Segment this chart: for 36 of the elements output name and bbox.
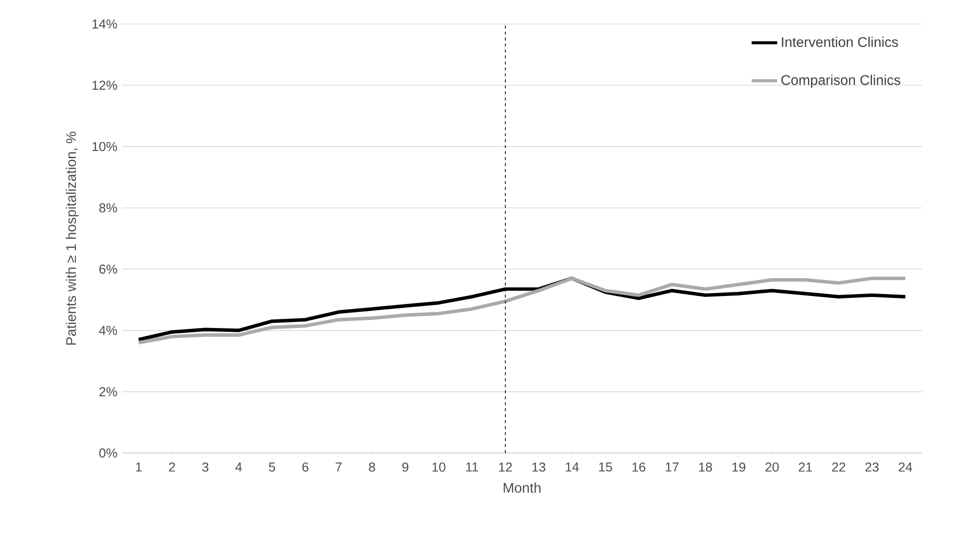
x-tick-label: 24 [898, 462, 912, 472]
x-tick-label: 1 [136, 462, 142, 472]
x-tick-label: 6 [302, 462, 308, 472]
x-tick-label: 7 [336, 462, 342, 472]
x-tick-label: 14 [566, 462, 579, 472]
x-tick-label: 8 [368, 462, 376, 472]
x-tick-label: 18 [699, 462, 712, 472]
y-tick-label: 4% [99, 326, 118, 335]
x-tick-label: 9 [402, 462, 408, 472]
x-tick-label: 19 [732, 462, 746, 472]
legend-label: Comparison Clinics [781, 74, 900, 88]
x-tick-label: 16 [632, 462, 646, 472]
y-tick-label: 2% [99, 387, 118, 396]
x-tick-label: 21 [798, 462, 812, 472]
y-tick-label: 0% [99, 448, 118, 458]
x-tick-label: 5 [268, 462, 276, 472]
x-tick-label: 3 [202, 462, 208, 472]
x-tick-label: 12 [499, 462, 512, 472]
x-tick-label: 15 [599, 462, 612, 472]
x-tick-label: 10 [432, 462, 446, 472]
x-tick-label: 20 [765, 462, 779, 472]
y-tick-label: 6% [99, 264, 118, 274]
x-tick-label: 23 [865, 462, 879, 472]
y-tick-label: 14% [92, 19, 118, 29]
x-tick-label: 4 [235, 462, 242, 472]
x-tick-label: 11 [466, 462, 478, 472]
y-tick-label: 12% [92, 80, 118, 90]
y-axis-title: Patients with ≥ 1 hospitalization, % [66, 132, 79, 345]
x-tick-label: 13 [532, 462, 546, 472]
x-tick-label: 17 [666, 462, 679, 472]
x-tick-label: 22 [832, 462, 846, 472]
y-tick-label: 8% [99, 203, 118, 212]
y-tick-label: 10% [92, 142, 118, 152]
x-axis-title: Month [504, 482, 540, 493]
x-tick-label: 2 [169, 462, 175, 472]
legend-label: Intervention Clinics [782, 36, 898, 48]
